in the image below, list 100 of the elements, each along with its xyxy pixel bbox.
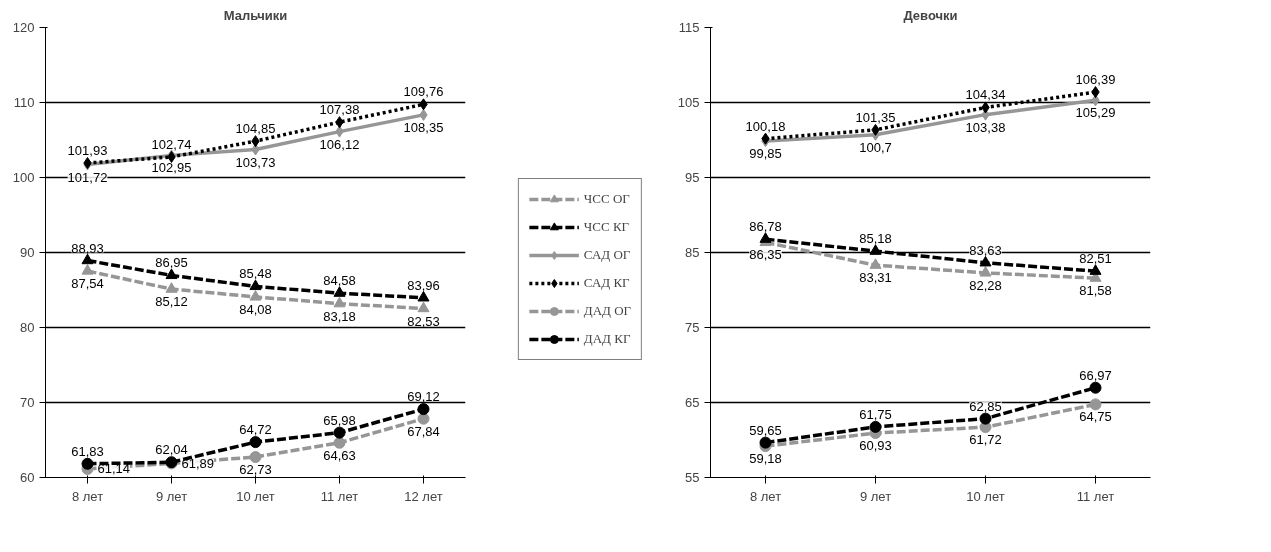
point [333, 426, 346, 439]
data-label: 103,38 [965, 119, 1006, 135]
point [979, 266, 992, 277]
data-label: 85,48 [239, 266, 272, 282]
y-tick-label: 80 [20, 320, 35, 335]
point [869, 258, 882, 269]
data-label: 84,08 [239, 301, 272, 317]
data-label: 85,18 [859, 231, 892, 247]
chart-title: Девочки [903, 7, 958, 23]
data-label: 109,76 [403, 84, 444, 100]
point [417, 301, 430, 313]
point [869, 244, 882, 255]
data-label: 82,51 [1079, 251, 1112, 267]
data-label: 62,85 [969, 398, 1002, 414]
data-label: 62,73 [239, 462, 272, 478]
y-tick-label: 115 [678, 20, 700, 35]
point [417, 403, 430, 416]
x-tick-label: 10 лет [236, 488, 275, 504]
data-label: 107,38 [319, 102, 360, 118]
x-tick-label: 8 лет [71, 488, 104, 504]
data-label: 108,35 [403, 119, 444, 135]
point [81, 457, 94, 470]
x-tick-label: 11 лет [1076, 488, 1115, 504]
data-label: 87,54 [71, 275, 104, 291]
y-tick-label: 70 [20, 395, 35, 410]
point [249, 279, 262, 291]
legend-label: ДАД ОГ [583, 303, 632, 319]
data-label: 82,53 [407, 313, 440, 329]
point [165, 282, 178, 293]
data-label: 104,34 [965, 87, 1006, 103]
data-label: 106,12 [319, 136, 360, 152]
data-label: 59,18 [749, 451, 782, 467]
y-tick-label: 90 [20, 245, 35, 260]
data-label: 101,72 [67, 169, 108, 185]
data-label: 83,31 [859, 270, 892, 286]
data-label: 64,63 [323, 447, 356, 463]
legend-label: САД КГ [583, 275, 630, 291]
point [869, 420, 882, 433]
legend-label: САД ОГ [583, 247, 631, 263]
point [333, 436, 346, 449]
data-label: 83,63 [969, 242, 1002, 258]
point [81, 264, 94, 275]
data-label: 86,95 [155, 255, 188, 271]
data-label: 82,28 [969, 277, 1002, 293]
data-label: 86,35 [749, 247, 782, 263]
data-label: 61,75 [859, 406, 892, 422]
data-label: 69,12 [407, 389, 440, 405]
x-tick-label: 12 лет [404, 488, 443, 504]
legend-label: ДАД КГ [583, 331, 631, 347]
data-label: 59,65 [749, 422, 782, 438]
point [759, 436, 772, 449]
y-tick-label: 105 [677, 95, 700, 110]
data-label: 67,84 [407, 423, 440, 439]
data-label: 66,97 [1079, 367, 1112, 383]
data-label: 100,7 [859, 139, 892, 155]
point [1089, 264, 1102, 275]
y-tick-label: 75 [685, 320, 700, 335]
data-label: 105,29 [1075, 105, 1116, 121]
data-label: 102,95 [151, 160, 192, 176]
point [759, 232, 772, 243]
y-tick-label: 100 [12, 170, 35, 185]
data-label: 103,73 [235, 154, 276, 170]
point [333, 286, 346, 297]
y-tick-label: 60 [20, 470, 35, 485]
data-label: 81,58 [1079, 283, 1112, 299]
point [979, 412, 992, 425]
data-label: 84,58 [323, 273, 356, 289]
y-tick-label: 55 [685, 470, 700, 485]
point [165, 268, 178, 280]
data-label: 60,93 [859, 438, 892, 454]
y-tick-label: 120 [12, 20, 35, 35]
chart-title: Мальчики [223, 7, 288, 23]
data-label: 100,18 [745, 118, 786, 134]
data-label: 64,72 [239, 422, 272, 438]
data-label: 102,74 [151, 136, 192, 152]
x-tick-label: 9 лет [155, 488, 188, 504]
data-label: 101,93 [67, 143, 108, 159]
data-label: 61,83 [71, 443, 104, 459]
data-label: 64,75 [1079, 409, 1112, 425]
y-tick-label: 110 [13, 95, 35, 110]
data-label: 61,72 [969, 432, 1002, 448]
x-tick-label: 11 лет [320, 488, 359, 504]
data-label: 65,98 [323, 412, 356, 428]
data-label: 106,39 [1075, 72, 1116, 88]
data-label: 104,85 [235, 121, 276, 137]
x-tick-label: 8 лет [749, 488, 782, 504]
point [333, 296, 346, 308]
data-label: 61,89 [181, 455, 215, 471]
data-label: 99,85 [749, 146, 782, 162]
point [1089, 381, 1102, 394]
data-label: 85,12 [155, 294, 188, 310]
data-label: 88,93 [71, 240, 104, 256]
y-tick-label: 85 [685, 245, 700, 260]
data-label: 83,96 [407, 277, 440, 293]
data-label: 101,35 [855, 109, 896, 125]
y-tick-label: 65 [685, 395, 700, 410]
legend-label: ЧСС КГ [583, 219, 630, 235]
point [249, 436, 262, 449]
point [249, 290, 262, 301]
data-label: 86,78 [749, 219, 782, 235]
